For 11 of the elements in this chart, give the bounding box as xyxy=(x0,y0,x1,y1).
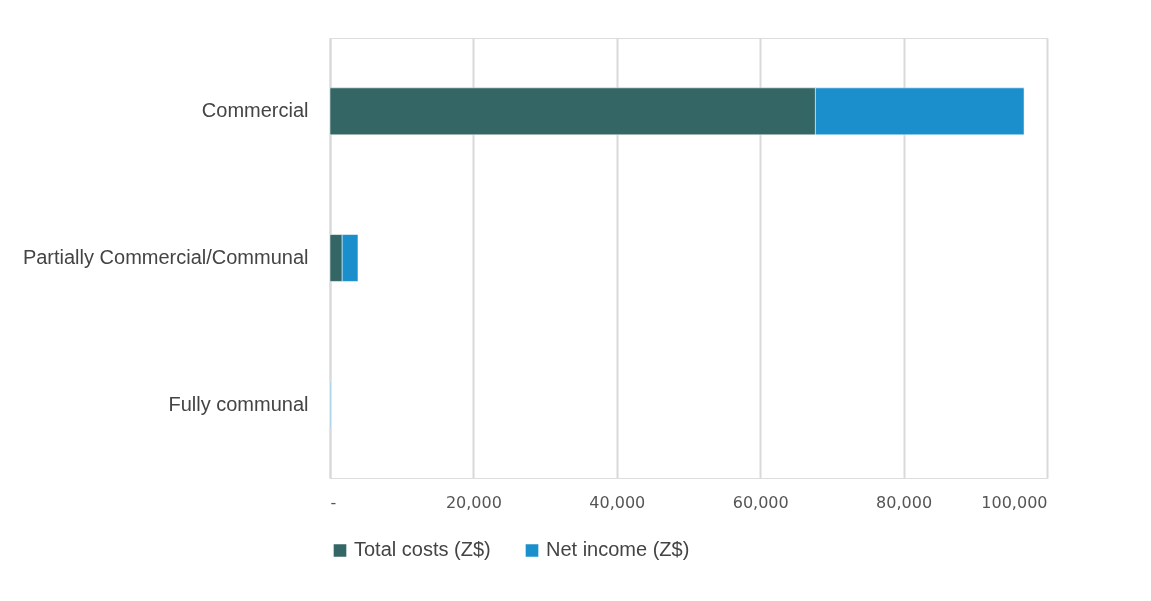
x-tick-label: 20,000 xyxy=(445,492,502,512)
x-tick-label: 40,000 xyxy=(589,492,646,512)
legend-label: Net income (Z$) xyxy=(546,538,690,561)
x-tick-label: 60,000 xyxy=(732,492,789,512)
x-tick-label: 80,000 xyxy=(876,492,933,512)
y-tick-label: Commercial xyxy=(201,99,309,122)
y-tick-label: Partially Commercial/Communal xyxy=(22,246,309,268)
y-tick-label: Fully communal xyxy=(168,392,309,415)
legend-label: Total costs (Z$) xyxy=(354,538,491,561)
x-tick-label: 100,000 xyxy=(981,492,1048,512)
x-tick-label: - xyxy=(330,492,337,512)
